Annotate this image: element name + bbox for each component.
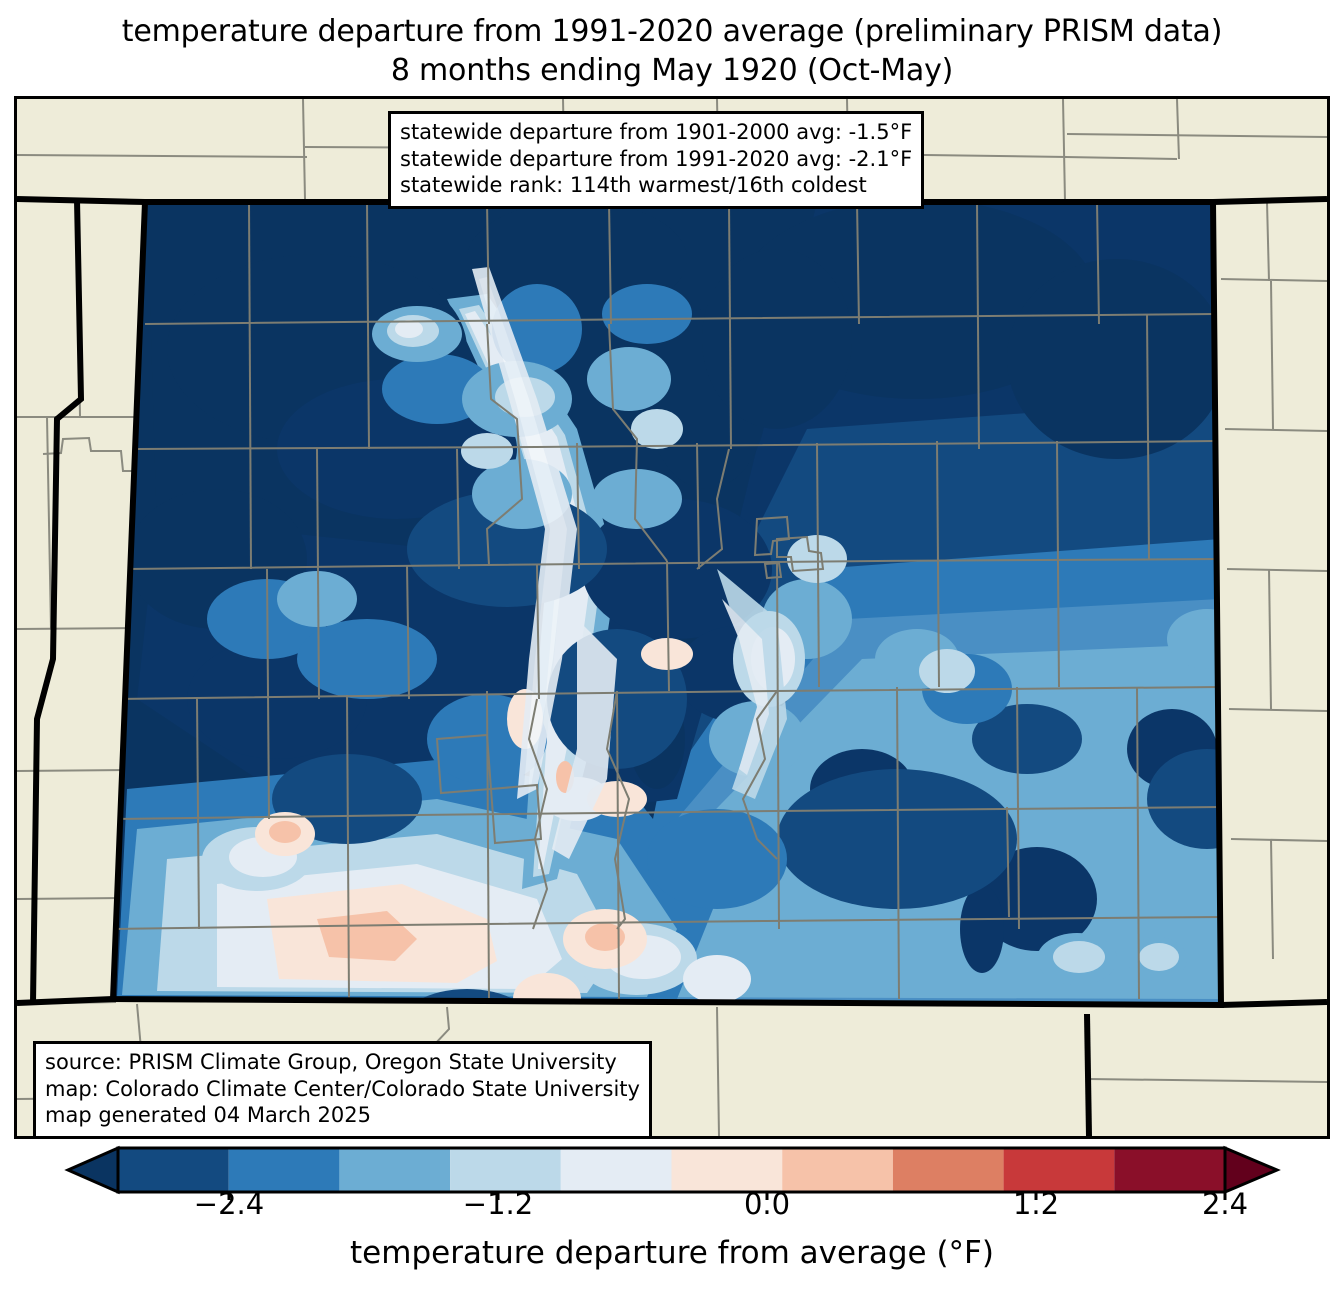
colorbar-legend: −2.4 −1.2 0.0 1.2 2.4 temperature depart… <box>0 1140 1344 1299</box>
colorbar-over-arrow <box>1223 1145 1281 1195</box>
map-frame: statewide departure from 1901-2000 avg: … <box>14 96 1330 1139</box>
colorbar-ticks <box>227 1192 1227 1200</box>
title-line-2: 8 months ending May 1920 (Oct-May) <box>390 53 954 88</box>
colorbar-tick-labels: −2.4 −1.2 0.0 1.2 2.4 <box>0 1187 1344 1227</box>
colorbar-tick-0: −2.4 <box>193 1187 265 1221</box>
colorbar-tick-3: 1.2 <box>1012 1187 1060 1221</box>
colorbar-outline <box>116 1146 1227 1194</box>
source-attribution-box: source: PRISM Climate Group, Oregon Stat… <box>33 1041 652 1136</box>
source-line-3: map generated 04 March 2025 <box>45 1103 372 1127</box>
colorbar-tick-1: −1.2 <box>462 1187 534 1221</box>
stats-line-3: statewide rank: 114th warmest/16th colde… <box>400 173 867 197</box>
colorbar-bands <box>118 1148 1225 1192</box>
colorbar-tick-4: 2.4 <box>1201 1187 1249 1221</box>
colorbar-tick-2: 0.0 <box>743 1187 791 1221</box>
source-line-2: map: Colorado Climate Center/Colorado St… <box>45 1076 640 1101</box>
colorbar-under-arrow <box>64 1145 120 1195</box>
neighbor-state-borders <box>17 196 1327 1136</box>
stats-line-1: statewide departure from 1901-2000 avg: … <box>400 120 913 144</box>
page-title: temperature departure from 1991-2020 ave… <box>0 12 1344 90</box>
temperature-contour-field <box>113 202 1221 1005</box>
statewide-stats-box: statewide departure from 1901-2000 avg: … <box>388 111 925 209</box>
stats-line-2: statewide departure from 1991-2020 avg: … <box>400 146 913 171</box>
colorbar-axis-label: temperature departure from average (°F) <box>350 1235 994 1271</box>
colorado-temperature-map <box>17 99 1327 1136</box>
title-line-1: temperature departure from 1991-2020 ave… <box>121 14 1223 49</box>
colorado-county-lines <box>113 202 1221 1000</box>
source-line-1: source: PRISM Climate Group, Oregon Stat… <box>45 1050 617 1074</box>
colorbar-swatches[interactable] <box>0 1140 1344 1200</box>
